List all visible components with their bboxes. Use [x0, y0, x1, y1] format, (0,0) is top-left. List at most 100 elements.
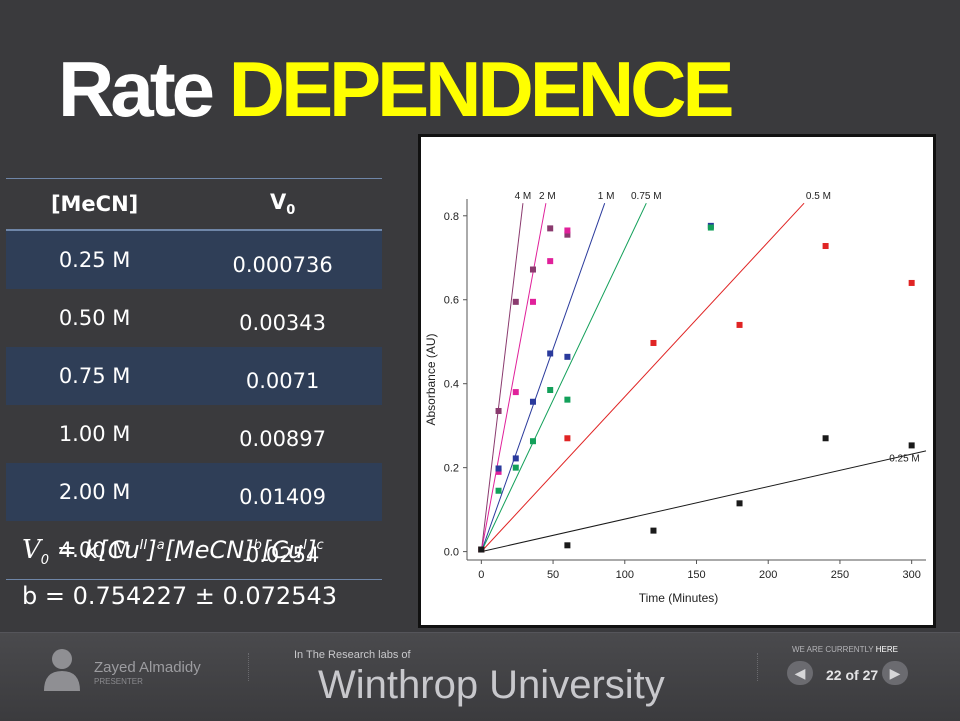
data-point [512, 464, 519, 471]
b-value: b = 0.754227 ± 0.072543 [22, 582, 337, 610]
eq-part-3: [MeCN] [164, 536, 254, 564]
absorbance-chart: 0 50 100 150 200 250 300 0.0 0.2 0.4 0.6 0.8 Time (M… [418, 134, 936, 628]
cell-rate: 0.0071 [183, 347, 382, 405]
data-point [512, 298, 519, 305]
chevron-right-icon: ▶ [889, 665, 901, 681]
data-point [736, 500, 743, 507]
x-tick-label: 200 [759, 569, 777, 581]
header-mecn: [MeCN] [6, 178, 184, 231]
y-axis-label: Absorbance (AU) [424, 333, 438, 425]
series-label: 0.25 M [889, 454, 920, 465]
fit-line [480, 203, 606, 552]
footer-bar: Zayed Almadidy PRESENTER In The Research… [0, 632, 960, 721]
data-point [529, 438, 536, 445]
eq-part-5: ] [307, 536, 317, 564]
data-point [650, 527, 657, 534]
eq-sup-5: c [316, 538, 324, 553]
x-tick-label: 0 [478, 569, 484, 581]
eq-part-1: = k[Cu [49, 536, 140, 564]
table-header-row: [MeCN] V0 [6, 178, 382, 231]
labs-caption: In The Research labs of [294, 649, 411, 661]
table-row: 0.75 M 0.0071 [6, 347, 382, 405]
cell-rate: 0.00897 [239, 427, 327, 451]
data-point [495, 468, 502, 475]
title-word-dependence: DEPENDENCE [228, 45, 735, 133]
slide-title: Rate DEPENDENCE [58, 50, 735, 128]
table-row: 0.50 M 0.00343 [6, 289, 382, 347]
data-point [512, 455, 519, 462]
chart-svg: 0 50 100 150 200 250 300 0.0 0.2 0.4 0.6 0.8 Time (M… [424, 191, 927, 605]
data-point [822, 243, 829, 250]
data-point [707, 224, 714, 231]
eq-sup-1: II [139, 538, 148, 553]
cell-concentration: 0.25 M [6, 230, 184, 289]
x-tick-label: 50 [547, 569, 559, 581]
data-point [547, 258, 554, 265]
table-row: 4.00 M 0.0254 [6, 521, 382, 580]
series-label: 0.5 M [806, 191, 831, 202]
cell-rate: 0.00343 [239, 311, 327, 335]
page-counter: 22 of 27 [826, 667, 879, 683]
here-caption-prefix: WE ARE CURRENTLY [792, 645, 874, 654]
presenter-name: Zayed Almadidy [94, 659, 201, 676]
data-point [564, 227, 571, 234]
table-row: 2.00 M 0.01409 [6, 463, 382, 521]
header-v: V [269, 189, 287, 214]
cell-concentration: 0.75 M [6, 347, 184, 405]
title-word-rate: Rate [58, 45, 215, 133]
previous-slide-button[interactable]: ◀ [787, 661, 813, 685]
header-v-subscript: 0 [286, 203, 296, 219]
eq-sup-3: b [253, 538, 262, 553]
data-point [547, 350, 554, 357]
data-point [564, 435, 571, 442]
data-point [564, 231, 571, 238]
y-tick-label: 0.6 [444, 295, 459, 307]
cell-concentration: 1.00 M [58, 422, 131, 446]
data-point [564, 542, 571, 549]
eq-sup-2: a [156, 538, 165, 553]
eq-v-subscript: 0 [40, 552, 50, 568]
y-tick-label: 0.0 [444, 547, 459, 559]
eq-v: V [22, 535, 41, 565]
series-label: 4 M [515, 191, 532, 202]
data-point [736, 321, 743, 328]
data-point [512, 389, 519, 396]
next-slide-button[interactable]: ▶ [882, 661, 908, 685]
rate-law-equation: V0 = k[CuII]a[MeCN]b[CuI]c [22, 535, 324, 568]
fit-line [480, 202, 647, 552]
data-point [822, 435, 829, 442]
data-point [529, 266, 536, 273]
here-caption: WE ARE CURRENTLY HERE [792, 645, 898, 654]
x-tick-label: 100 [616, 569, 634, 581]
y-tick-label: 0.2 [444, 463, 459, 475]
footer-divider [757, 653, 758, 681]
data-point [908, 442, 915, 449]
x-tick-label: 300 [902, 569, 920, 581]
fit-line [481, 450, 927, 553]
university-name: Winthrop University [318, 663, 665, 707]
table-row: 1.00 M 0.00897 [6, 405, 382, 463]
data-point [547, 386, 554, 393]
cell-concentration: 0.50 M [58, 306, 131, 330]
data-point [529, 298, 536, 305]
rate-table: [MeCN] V0 0.25 M 0.000736 0.50 M 0.00343… [6, 178, 382, 580]
x-axis-label: Time (Minutes) [639, 591, 719, 605]
here-caption-highlight: HERE [875, 645, 898, 654]
data-point [478, 546, 485, 553]
data-point [650, 339, 657, 346]
data-point [495, 487, 502, 494]
chevron-left-icon: ◀ [794, 665, 806, 681]
series-label: 2 M [539, 191, 556, 202]
eq-part-4: [Cu [261, 536, 304, 564]
data-point [908, 279, 915, 286]
eq-part-2: ] [147, 536, 157, 564]
data-point [495, 407, 502, 414]
fit-line [480, 203, 547, 552]
cell-rate: 0.01409 [183, 463, 382, 521]
x-tick-label: 150 [687, 569, 705, 581]
series-label: 1 M [598, 191, 615, 202]
eq-sup-4: I [303, 538, 308, 553]
y-tick-label: 0.8 [444, 211, 459, 223]
data-point [564, 353, 571, 360]
presenter-role: PRESENTER [94, 677, 143, 686]
